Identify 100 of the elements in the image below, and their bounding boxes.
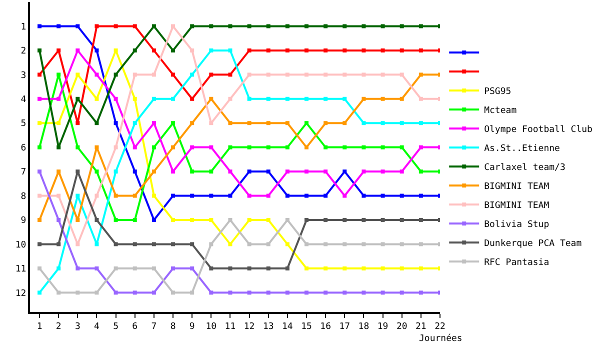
point (228, 24, 232, 28)
y-tick-label: 8 (20, 192, 26, 202)
point (285, 24, 290, 28)
point (76, 145, 80, 150)
point (418, 218, 423, 222)
point (94, 170, 99, 174)
point (76, 121, 80, 126)
point (324, 96, 328, 101)
point (324, 290, 328, 295)
point (266, 72, 270, 77)
point (114, 194, 118, 198)
point (247, 24, 252, 28)
point (324, 242, 328, 246)
point (228, 266, 232, 270)
point (362, 24, 366, 28)
point (38, 194, 42, 198)
point (285, 48, 290, 52)
point (190, 24, 194, 28)
point (152, 72, 156, 77)
legend-label: RFC Pantasia (484, 258, 550, 268)
point (152, 48, 156, 52)
point (362, 96, 366, 101)
point (342, 72, 347, 77)
point (38, 24, 42, 28)
point (400, 218, 404, 222)
point (400, 48, 404, 52)
point (247, 290, 252, 295)
point (324, 170, 328, 174)
point (418, 290, 423, 295)
point (342, 218, 347, 222)
y-tick-label: 4 (20, 95, 26, 106)
point (362, 121, 366, 126)
point (266, 242, 270, 246)
point (285, 290, 290, 295)
x-tick-label: 6 (132, 322, 138, 332)
x-tick-label: 15 (301, 322, 312, 332)
x-tick-label: 2 (56, 322, 62, 332)
point (324, 194, 328, 198)
x-tick-label: 16 (320, 322, 331, 332)
point (362, 194, 366, 198)
point (266, 218, 270, 222)
point (342, 24, 347, 28)
point (362, 290, 366, 295)
point (400, 96, 404, 101)
point (190, 145, 194, 150)
x-tick-label: 9 (189, 322, 195, 332)
point (114, 121, 118, 126)
point (228, 194, 232, 198)
point (190, 290, 194, 295)
point (114, 72, 118, 77)
point (400, 72, 404, 77)
point (114, 242, 118, 246)
point (38, 170, 42, 174)
point (342, 242, 347, 246)
point (132, 96, 137, 101)
point (190, 72, 194, 77)
point (190, 194, 194, 198)
point (56, 170, 61, 174)
point (132, 218, 137, 222)
x-tick-label: 17 (339, 322, 350, 332)
point (418, 170, 423, 174)
legend-label: Olympe Football Club (484, 125, 592, 136)
point (190, 170, 194, 174)
point (400, 24, 404, 28)
point (266, 96, 270, 101)
point (266, 48, 270, 52)
point (228, 48, 232, 52)
point (76, 242, 80, 246)
point (152, 266, 156, 270)
point (171, 96, 176, 101)
legend-label: BIGMINI TEAM (484, 182, 550, 192)
point (247, 48, 252, 52)
point (247, 170, 252, 174)
point (76, 266, 80, 270)
point (56, 242, 61, 246)
point (266, 266, 270, 270)
point (76, 170, 80, 174)
point (114, 266, 118, 270)
point (380, 96, 385, 101)
point (152, 121, 156, 126)
point (114, 218, 118, 222)
point (266, 170, 270, 174)
point (418, 194, 423, 198)
point (362, 48, 366, 52)
point (304, 121, 309, 126)
point (380, 48, 385, 52)
point (56, 72, 61, 77)
point (190, 48, 194, 52)
point (56, 194, 61, 198)
x-tick-label: 3 (74, 322, 80, 332)
x-tick-label: 7 (151, 322, 157, 332)
point (285, 242, 290, 246)
y-tick-label: 12 (15, 288, 26, 299)
point (171, 266, 176, 270)
x-tick-label: 13 (262, 322, 274, 332)
legend-label: Carlaxel team/3 (484, 163, 566, 174)
point (285, 145, 290, 150)
point (304, 218, 309, 222)
point (247, 194, 252, 198)
point (304, 96, 309, 101)
